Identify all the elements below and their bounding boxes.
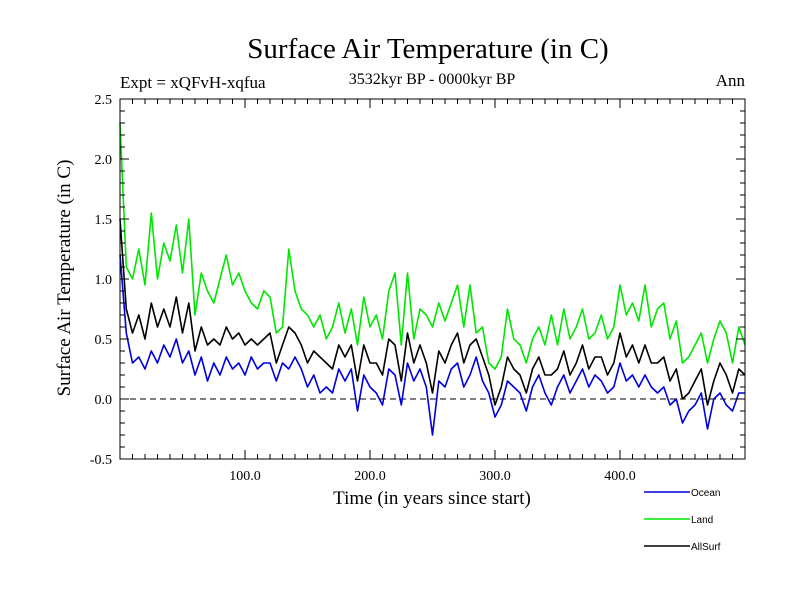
series-line-ocean (119, 254, 745, 436)
x-axis-label: Time (in years since start) (333, 488, 531, 509)
legend-label-allsurf: AllSurf (691, 542, 721, 553)
period-label: 3532kyr BP - 0000kyr BP (349, 71, 516, 88)
y-tick-label: 0.5 (95, 333, 113, 348)
x-tick-label: 100.0 (229, 469, 261, 484)
x-tick-label: 200.0 (354, 469, 386, 484)
y-tick-label: 2.5 (95, 93, 113, 108)
y-axis-label: Surface Air Temperature (in C) (54, 160, 75, 397)
chart-title: Surface Air Temperature (in C) (247, 33, 608, 65)
plot-area: -0.5 0.0 0.5 1.0 1.5 2.0 2.5 100.0 200.0 300.0 400… (90, 93, 746, 484)
legend-label-land: Land (691, 515, 713, 526)
x-tick-label: 300.0 (479, 469, 511, 484)
series-line-land (119, 122, 746, 370)
y-tick-label: -0.5 (90, 453, 112, 468)
y-tick-label: 2.0 (95, 153, 113, 168)
y-tick-label: 1.0 (95, 273, 113, 288)
experiment-label: Expt = xQFvH-xqfua (120, 73, 266, 92)
legend-label-ocean: Ocean (691, 488, 720, 499)
plot-frame (119, 98, 746, 460)
y-tick-label: 0.0 (95, 393, 113, 408)
x-tick-label: 400.0 (604, 469, 636, 484)
y-tick-label: 1.5 (95, 213, 113, 228)
series-line-allsurf (119, 218, 746, 406)
season-label: Ann (716, 71, 746, 90)
legend: Ocean Land AllSurf (644, 488, 721, 553)
